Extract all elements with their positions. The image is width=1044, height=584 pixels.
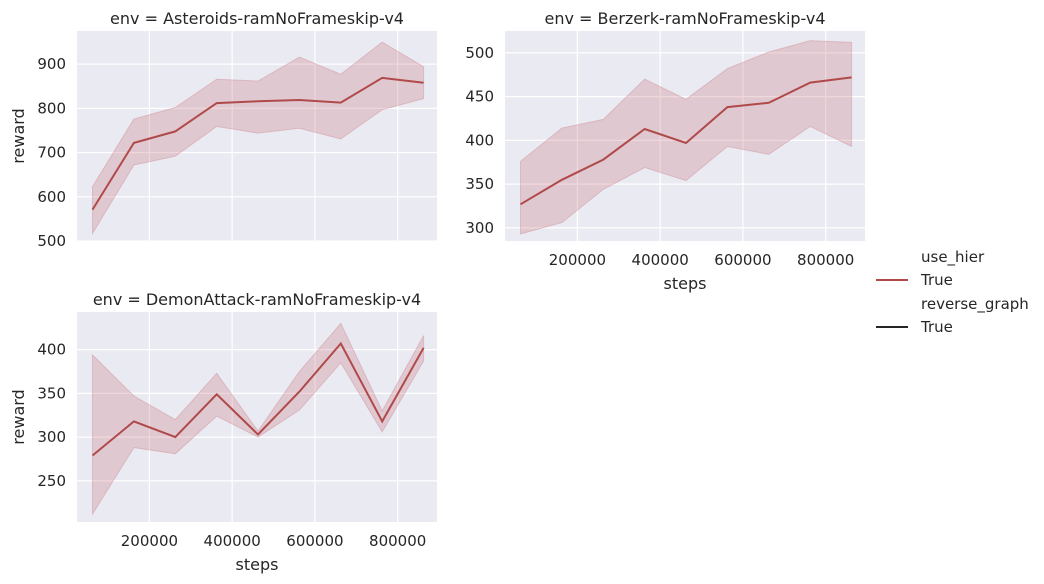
data-point xyxy=(725,105,729,109)
data-point xyxy=(601,158,605,162)
y-tick-label: 900 xyxy=(37,55,66,73)
confidence-band xyxy=(92,322,425,516)
data-point xyxy=(215,101,219,105)
y-tick-label: 350 xyxy=(465,175,494,193)
data-point xyxy=(173,435,177,439)
series-line xyxy=(91,76,424,211)
legend-entry-label: True xyxy=(920,271,953,289)
y-tick-label: 600 xyxy=(37,188,66,206)
data-point xyxy=(132,141,136,145)
panel-2: 250 300 350 400 200000 400000 600000 800000 env … xyxy=(9,290,437,574)
y-tick-label: 300 xyxy=(37,428,66,446)
y-axis-label: reward xyxy=(9,108,28,163)
data-point xyxy=(684,141,688,145)
panel-background xyxy=(77,312,437,522)
data-point xyxy=(339,101,343,105)
data-point xyxy=(91,454,95,458)
panel-title: env = DemonAttack-ramNoFrameskip-v4 xyxy=(93,290,421,309)
x-tick-label: 200000 xyxy=(549,251,606,269)
y-tick-label: 500 xyxy=(465,44,494,62)
x-tick-label: 600000 xyxy=(714,251,771,269)
panel-title: env = Asteroids-ramNoFrameskip-v4 xyxy=(110,9,404,28)
panel-background xyxy=(505,31,865,241)
data-point xyxy=(173,129,177,133)
y-tick-label: 400 xyxy=(465,131,494,149)
data-point xyxy=(215,392,219,396)
legend-title: reverse_graph xyxy=(921,295,1029,314)
data-point xyxy=(339,342,343,346)
x-tick-label: 400000 xyxy=(632,251,689,269)
data-point xyxy=(422,81,426,85)
y-tick-label: 250 xyxy=(37,472,66,490)
data-point xyxy=(380,76,384,80)
data-point xyxy=(256,433,260,437)
x-tick-label: 600000 xyxy=(286,532,343,550)
series-line xyxy=(519,76,852,206)
x-axis-label: steps xyxy=(236,555,279,574)
y-tick-label: 700 xyxy=(37,144,66,162)
y-tick-label: 800 xyxy=(37,99,66,117)
data-point xyxy=(91,208,95,212)
panel-1: 300 350 400 450 500 200000 400000 600000 800000 e… xyxy=(465,9,865,293)
series-line xyxy=(91,341,425,457)
data-point xyxy=(850,75,854,79)
data-point xyxy=(132,419,136,423)
data-point xyxy=(643,127,647,131)
legend-title: use_hier xyxy=(921,248,985,267)
confidence-band xyxy=(520,40,853,235)
data-point xyxy=(256,99,260,103)
data-point xyxy=(767,101,771,105)
data-point xyxy=(560,178,564,182)
data-point xyxy=(519,202,523,206)
panel-0: 500 600 700 800 900 env = Asteroids-ramNoFram… xyxy=(9,9,437,250)
confidence-band xyxy=(92,41,425,236)
data-point xyxy=(808,81,812,85)
x-tick-label: 800000 xyxy=(797,251,854,269)
data-point xyxy=(297,390,301,394)
y-tick-label: 500 xyxy=(37,232,66,250)
y-tick-label: 400 xyxy=(37,341,66,359)
legend-entry-label: True xyxy=(920,318,953,336)
panel-title: env = Berzerk-ramNoFrameskip-v4 xyxy=(544,9,825,28)
y-tick-label: 350 xyxy=(37,384,66,402)
y-tick-label: 300 xyxy=(465,219,494,237)
data-point xyxy=(422,346,426,350)
data-point xyxy=(297,98,301,102)
y-axis-label: reward xyxy=(9,389,28,444)
data-point xyxy=(380,419,384,423)
y-tick-label: 450 xyxy=(465,88,494,106)
x-tick-label: 800000 xyxy=(369,532,426,550)
x-axis-label: steps xyxy=(664,274,707,293)
x-tick-label: 200000 xyxy=(121,532,178,550)
panel-background xyxy=(77,31,437,241)
x-tick-label: 400000 xyxy=(204,532,261,550)
legend: use_hier True reverse_graph True xyxy=(876,248,1029,336)
